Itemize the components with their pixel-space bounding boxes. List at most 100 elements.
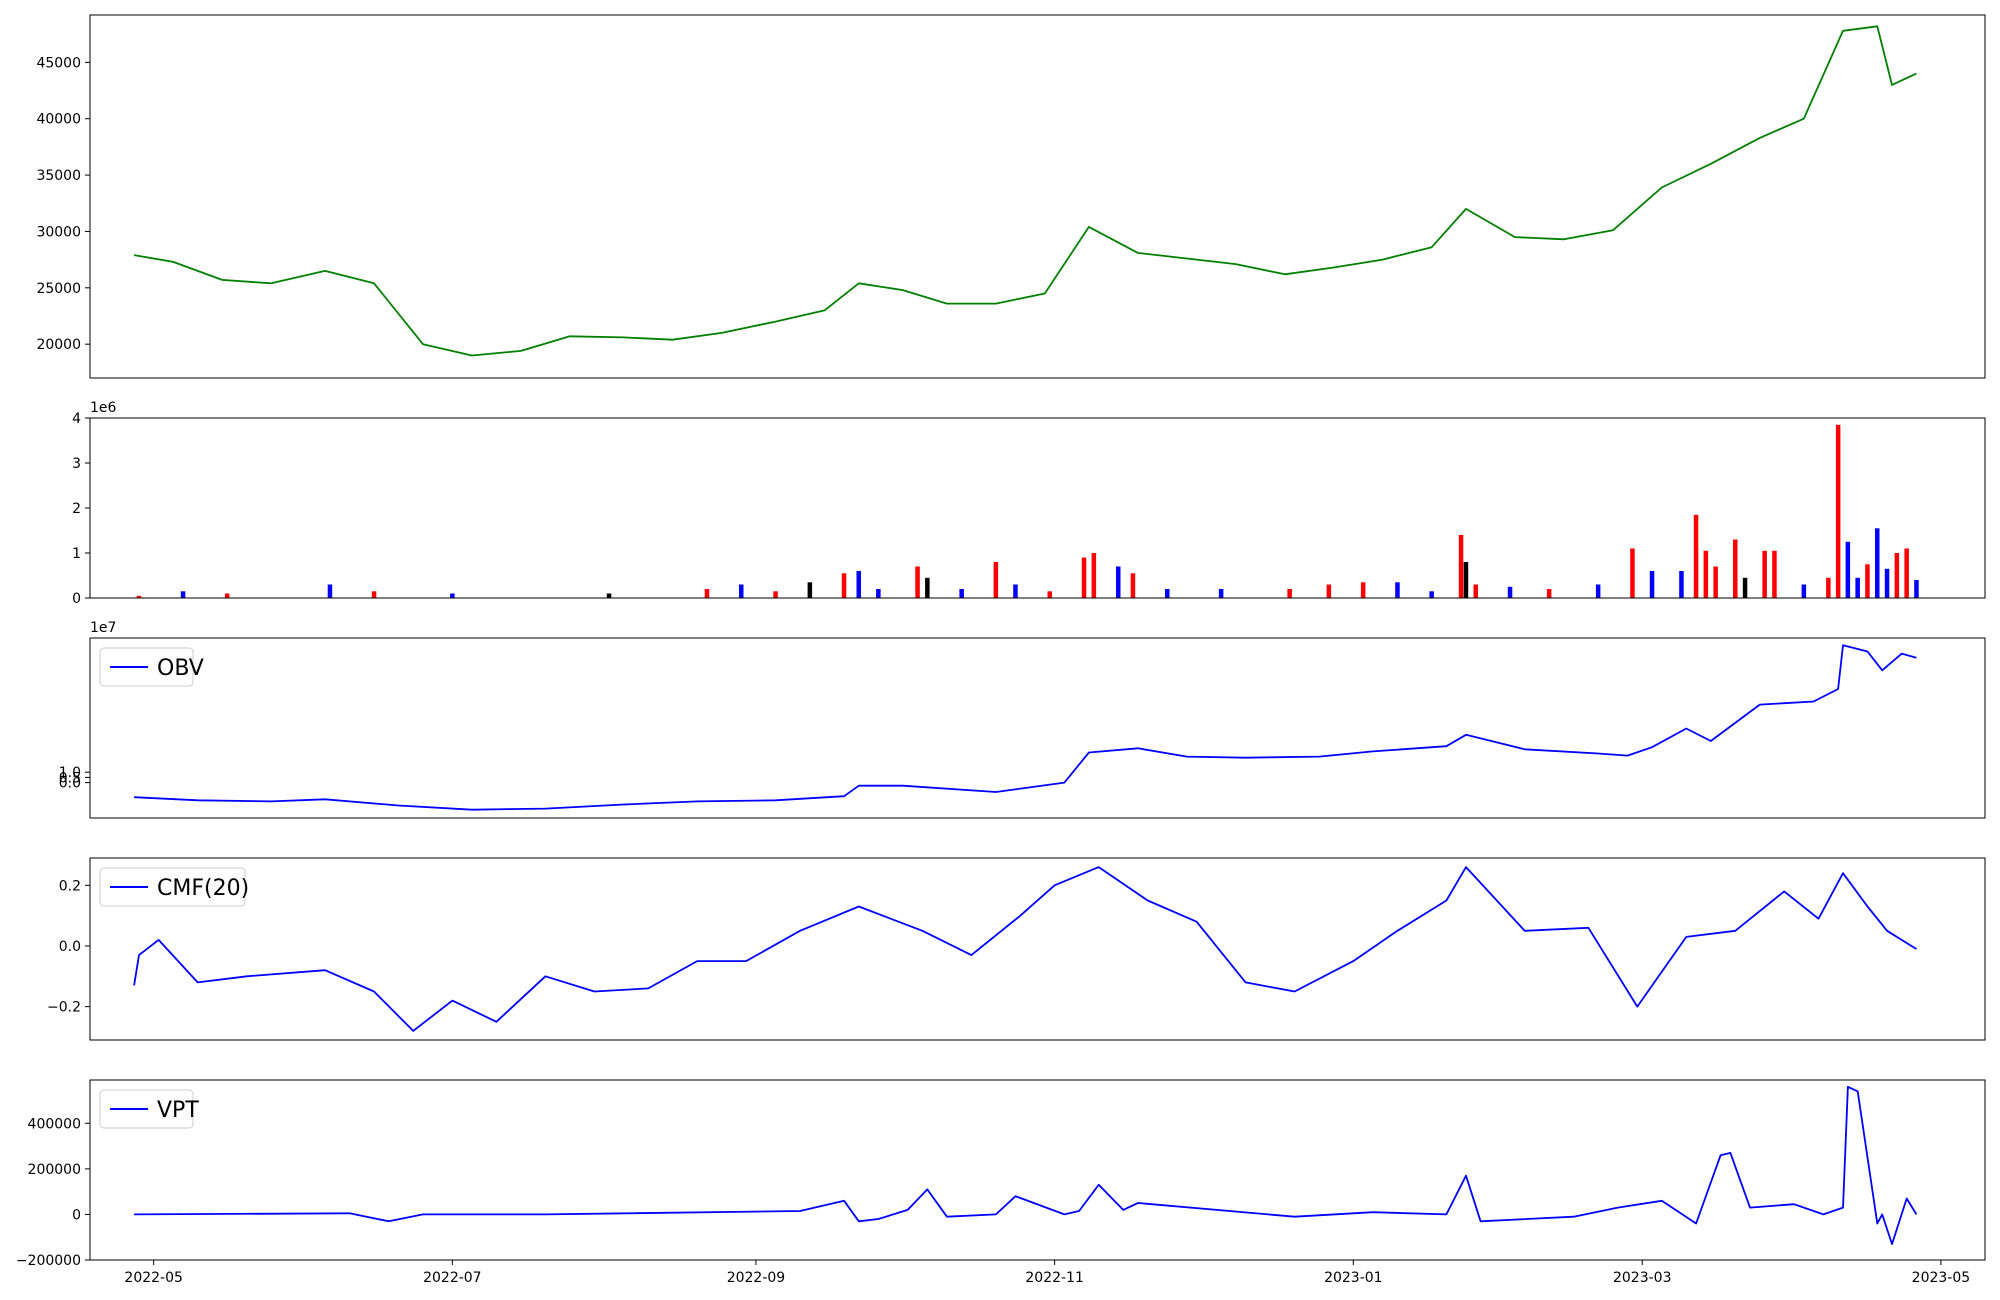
x-tick-label: 2022-05: [124, 1270, 183, 1286]
volume-bar: [1649, 571, 1655, 598]
y-tick-label: 0.2: [59, 878, 81, 894]
y-tick-label: 40000: [36, 112, 81, 128]
volume-bar: [1081, 557, 1087, 598]
y-tick-label: 0.5: [59, 770, 81, 786]
volume-bar: [1875, 528, 1880, 599]
legend-box: [99, 867, 246, 907]
volume-bar: [1703, 550, 1709, 599]
panel-frame: [89, 1079, 1986, 1261]
volume-bar: [773, 591, 778, 599]
volume-bar: [180, 591, 186, 599]
volume-bar: [1287, 589, 1292, 598]
y-tick-label: 0: [72, 1207, 81, 1223]
volume-bar: [993, 562, 999, 598]
volume-bar: [1914, 580, 1919, 598]
chart-panel-2: 0 1 2 3 4 1e6: [72, 400, 1986, 607]
volume-bar: [915, 566, 920, 598]
cmf-20--line: [133, 866, 1917, 1032]
legend: CMF(20): [99, 867, 249, 907]
volume-bar: [1826, 577, 1831, 599]
volume-bar: [876, 589, 881, 598]
volume-bar: [1091, 553, 1097, 598]
y-tick-label: 45000: [36, 55, 81, 71]
volume-bar: [224, 593, 230, 598]
y-tick-label: 20000: [36, 337, 81, 353]
volume-bar: [1546, 589, 1552, 598]
volume-bar: [1855, 577, 1860, 599]
legend-label: OBV: [157, 656, 204, 681]
y-multiplier-label: 1e7: [90, 620, 116, 636]
volume-bar: [1865, 564, 1870, 599]
y-tick-label: −0.2: [47, 1000, 81, 1016]
x-tick-label: 2023-03: [1613, 1270, 1672, 1286]
y-tick-label: 400000: [28, 1116, 81, 1132]
volume-bar: [1772, 550, 1777, 599]
volume-bar: [1679, 571, 1684, 598]
y-tick-label: 25000: [36, 281, 81, 297]
volume-bar: [1218, 589, 1224, 598]
x-tick-label: 2023-01: [1324, 1270, 1383, 1286]
volume-bar: [1165, 589, 1170, 598]
volume-bar: [450, 593, 455, 598]
volume-bar: [1013, 584, 1018, 598]
x-tick-label: 2022-11: [1025, 1270, 1084, 1286]
y-tick-label: 30000: [36, 224, 81, 240]
volume-bar: [1713, 566, 1718, 598]
volume-bar: [1473, 584, 1478, 598]
legend-label: VPT: [157, 1098, 199, 1123]
volume-bar: [1762, 550, 1767, 599]
volume-bar: [327, 584, 333, 598]
x-tick-label: 2023-05: [1912, 1270, 1971, 1286]
volume-bar: [925, 577, 930, 599]
volume-bar: [371, 591, 377, 599]
y-multiplier-label: 1e6: [90, 400, 117, 416]
volume-bar: [606, 593, 612, 598]
volume-bar: [1742, 577, 1748, 599]
volume-bar: [1693, 514, 1699, 599]
volume-bar: [1595, 584, 1601, 598]
volume-bar: [1130, 573, 1136, 599]
panel-frame: [89, 417, 1986, 599]
volume-bar: [1845, 541, 1851, 599]
y-tick-label: 0: [72, 591, 81, 607]
chart-panel-4: −0.2 0.0 0.2 CMF(20): [47, 857, 1986, 1041]
volume-bar: [1884, 568, 1890, 599]
volume-bar: [1326, 584, 1332, 598]
y-tick-label: 4: [72, 411, 81, 427]
volume-bar: [807, 582, 813, 599]
y-tick-label: 35000: [36, 168, 81, 184]
volume-bar: [739, 584, 744, 598]
y-tick-label: 3: [72, 456, 81, 472]
volume-bar: [1630, 548, 1635, 598]
volume-bar: [704, 589, 710, 598]
chart-panel-1: 20000 25000 30000 35000 40000 45000: [36, 14, 1986, 379]
vpt-line: [134, 1085, 1918, 1245]
volume-bar: [856, 571, 861, 598]
y-tick-label: 1.0: [59, 765, 81, 781]
volume-bar: [959, 589, 964, 598]
price-line: [133, 25, 1917, 357]
volume-bar: [1360, 582, 1366, 599]
legend: VPT: [99, 1089, 199, 1129]
y-tick-label: −200000: [16, 1253, 81, 1269]
chart-panel-3: 0.00.51.0 1e7 OBV: [59, 620, 1986, 819]
volume-bar: [136, 595, 142, 599]
legend: OBV: [99, 647, 204, 687]
panel-frame: [89, 857, 1986, 1041]
panel-frame: [89, 14, 1986, 379]
volume-bar: [841, 573, 847, 599]
volume-bar: [1801, 584, 1807, 598]
volume-bar: [1395, 582, 1400, 599]
volume-bar: [1894, 553, 1900, 598]
volume-bar: [1116, 566, 1121, 598]
chart-panel-5: −200000 0 200000 400000 2022-05 2022-07 2022-0…: [16, 1079, 1986, 1286]
volume-bar: [1733, 539, 1738, 598]
volume-bar: [1429, 591, 1434, 599]
y-tick-label: 1: [72, 546, 81, 562]
y-tick-label: 0.0: [59, 939, 81, 955]
volume-bar: [1507, 586, 1513, 599]
volume-bar: [1463, 562, 1469, 598]
x-tick-label: 2022-09: [727, 1270, 786, 1286]
volume-bar: [1835, 424, 1841, 599]
